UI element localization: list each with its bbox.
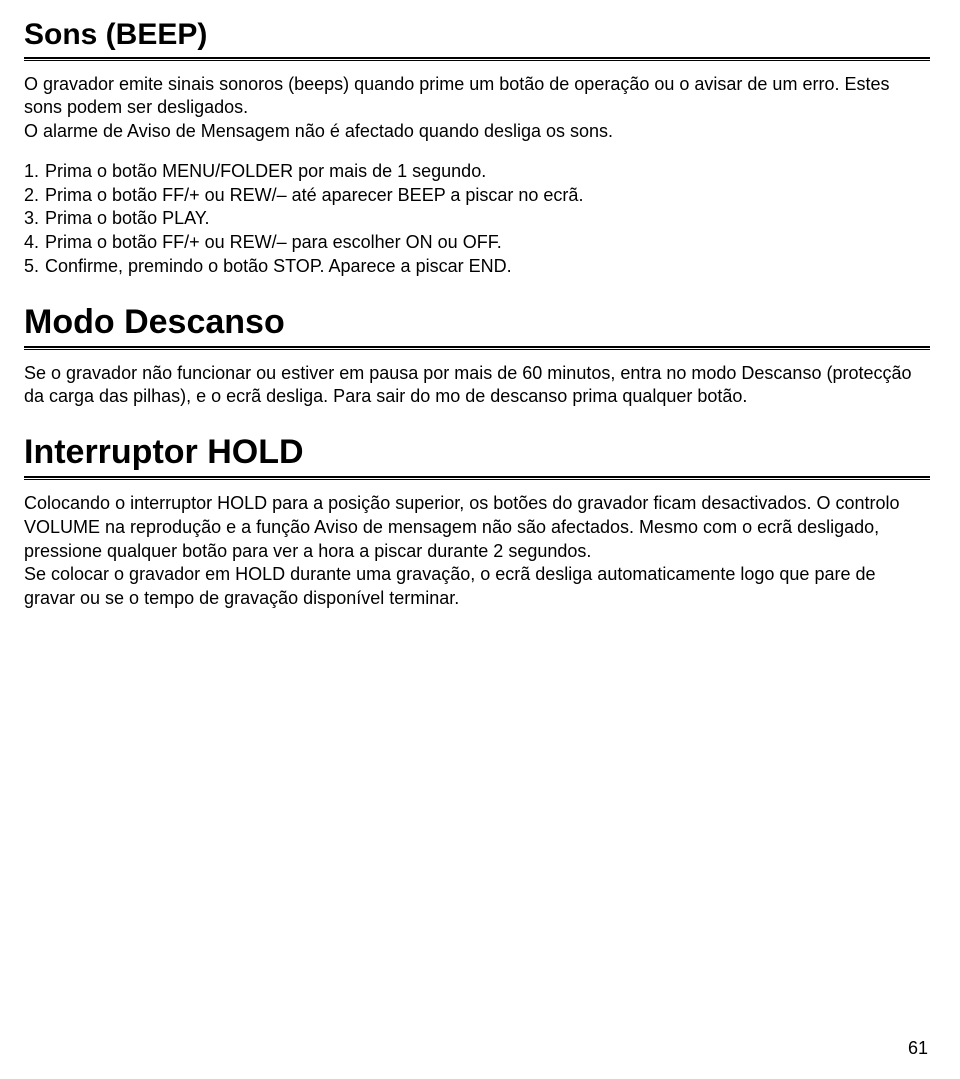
step-number: 5. xyxy=(24,255,39,279)
section-heading-descanso: Modo Descanso xyxy=(24,303,930,342)
step-text: Prima o botão MENU/FOLDER por mais de 1 … xyxy=(45,160,486,184)
step-number: 2. xyxy=(24,184,39,208)
list-item: 3. Prima o botão PLAY. xyxy=(24,207,930,231)
paragraph: Se colocar o gravador em HOLD durante um… xyxy=(24,563,930,611)
section-heading-sons: Sons (BEEP) xyxy=(24,18,930,53)
divider xyxy=(24,349,930,350)
paragraph: O gravador emite sinais sonoros (beeps) … xyxy=(24,73,930,121)
divider xyxy=(24,60,930,61)
divider xyxy=(24,346,930,348)
section-heading-hold: Interruptor HOLD xyxy=(24,433,930,472)
paragraph: O alarme de Aviso de Mensagem não é afec… xyxy=(24,120,930,144)
divider xyxy=(24,476,930,478)
step-text: Confirme, premindo o botão STOP. Aparece… xyxy=(45,255,512,279)
divider xyxy=(24,57,930,59)
paragraph: Colocando o interruptor HOLD para a posi… xyxy=(24,492,930,563)
step-text: Prima o botão FF/+ ou REW/– para escolhe… xyxy=(45,231,502,255)
page-number: 61 xyxy=(908,1038,928,1059)
step-number: 1. xyxy=(24,160,39,184)
list-item: 2. Prima o botão FF/+ ou REW/– até apare… xyxy=(24,184,930,208)
step-number: 4. xyxy=(24,231,39,255)
step-number: 3. xyxy=(24,207,39,231)
list-item: 1. Prima o botão MENU/FOLDER por mais de… xyxy=(24,160,930,184)
step-list: 1. Prima o botão MENU/FOLDER por mais de… xyxy=(24,160,930,279)
paragraph: Se o gravador não funcionar ou estiver e… xyxy=(24,362,930,410)
list-item: 4. Prima o botão FF/+ ou REW/– para esco… xyxy=(24,231,930,255)
step-text: Prima o botão PLAY. xyxy=(45,207,209,231)
list-item: 5. Confirme, premindo o botão STOP. Apar… xyxy=(24,255,930,279)
divider xyxy=(24,479,930,480)
step-text: Prima o botão FF/+ ou REW/– até aparecer… xyxy=(45,184,583,208)
